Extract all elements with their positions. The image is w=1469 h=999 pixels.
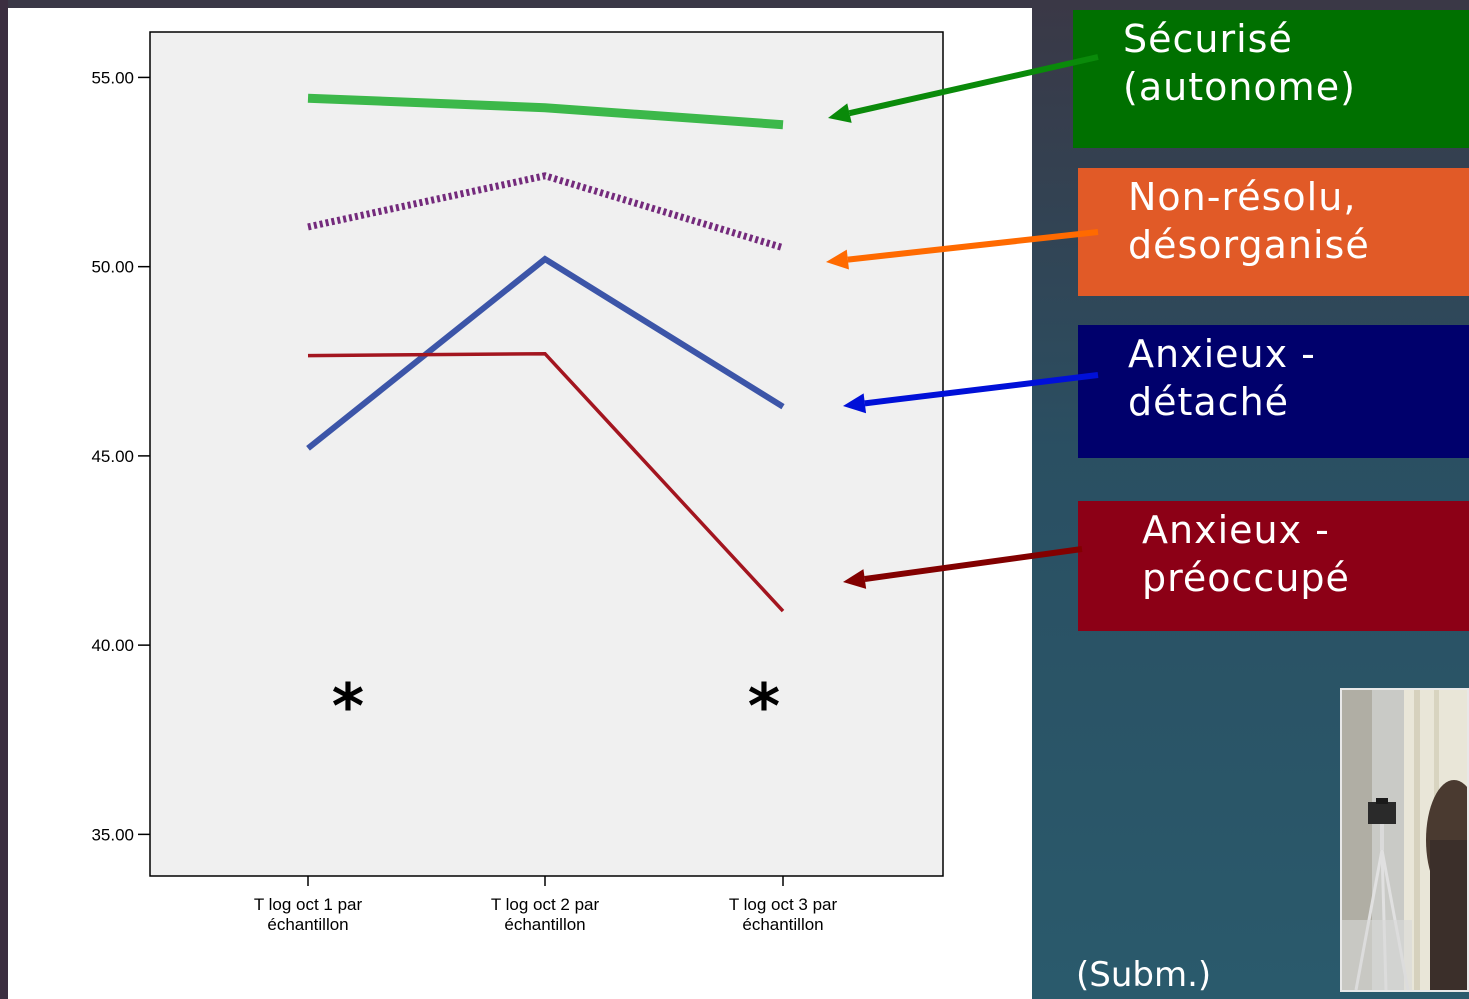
x-tick-label: échantillon [504,915,585,934]
legend-nonresolu: Non-résolu, désorganisé [1078,168,1469,296]
legend-securise-line1: Sécurisé [1123,17,1293,61]
legend-securise-line2: (autonome) [1123,64,1356,109]
significance-star: * [748,670,780,743]
series-line-4 [307,351,785,613]
camera-tripod-photo [1340,688,1469,992]
legend-securise: Sécurisé (autonome) [1073,10,1469,148]
x-tick-label: T log oct 3 par [729,895,838,914]
x-tick-label: échantillon [742,915,823,934]
series-line-3 [306,255,785,451]
legend-nonresolu-line1: Non-résolu, [1128,175,1357,219]
chart-panel: 35.00 40.00 45.00 50.00 55.00 T log oct 1 par… [8,8,1032,999]
legend-preoccupe-line1: Anxieux - [1142,508,1330,552]
line-chart: 35.00 40.00 45.00 50.00 55.00 T log oct 1 par… [91,31,944,934]
y-tick-label: 40.00 [91,636,134,655]
series-line-1 [307,93,784,130]
legend-preoccupe-line2: préoccupé [1142,555,1350,600]
legend-detache-line1: Anxieux - [1128,332,1316,376]
slide-left-edge [0,0,8,999]
legend-nonresolu-line2: désorganisé [1128,222,1370,267]
significance-star: * [332,670,364,743]
y-tick-label: 50.00 [91,258,134,277]
y-tick-label: 45.00 [91,447,134,466]
y-tick-label: 35.00 [91,825,134,844]
series-line-2 [307,172,785,252]
x-tick-label: échantillon [267,915,348,934]
legend-preoccupe: Anxieux - préoccupé [1078,501,1469,631]
legend-detache: Anxieux - détaché [1078,325,1469,458]
x-tick-label: T log oct 2 par [491,895,600,914]
x-tick-label: T log oct 1 par [254,895,363,914]
footnote: (Subm.) [1076,955,1212,995]
y-tick-label: 55.00 [91,68,134,87]
legend-detache-line2: détaché [1128,379,1290,424]
plot-area [149,31,944,877]
